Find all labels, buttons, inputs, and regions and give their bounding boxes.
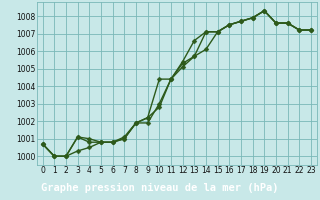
- Text: Graphe pression niveau de la mer (hPa): Graphe pression niveau de la mer (hPa): [41, 183, 279, 193]
